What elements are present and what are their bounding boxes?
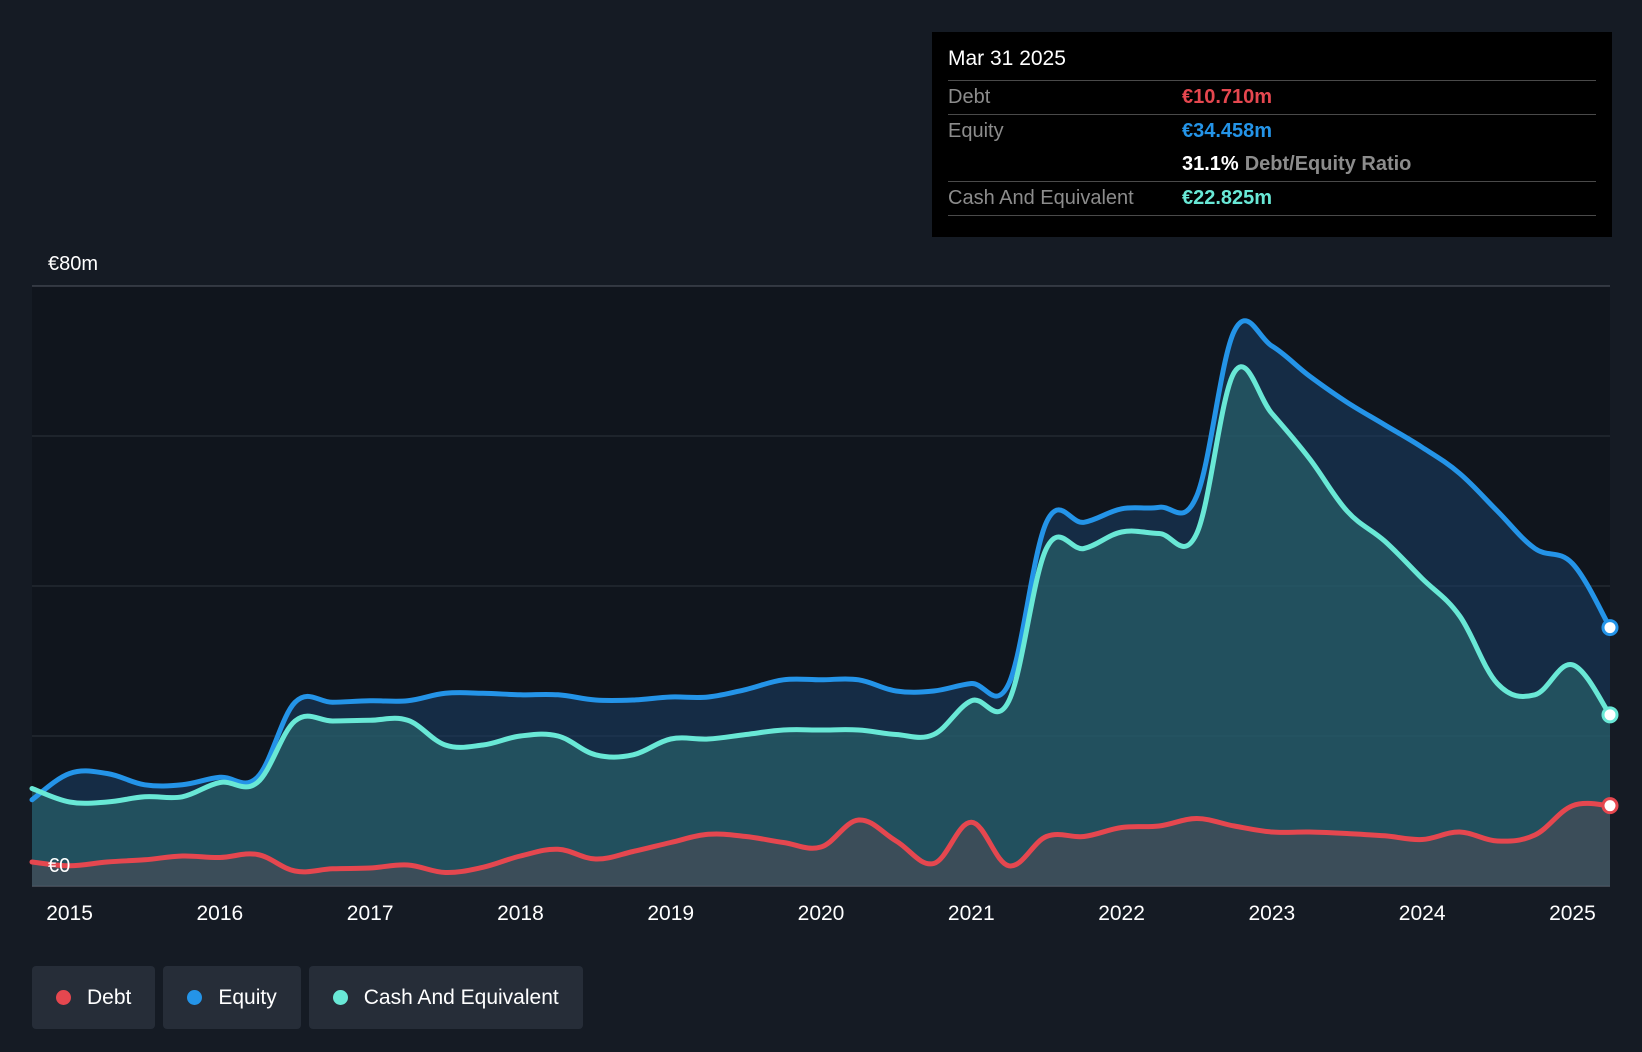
legend-label: Debt bbox=[87, 985, 132, 1009]
x-tick-2018: 2018 bbox=[497, 902, 544, 925]
x-tick-2024: 2024 bbox=[1399, 902, 1446, 925]
x-tick-2023: 2023 bbox=[1248, 902, 1295, 925]
x-tick-2016: 2016 bbox=[196, 902, 243, 925]
tooltip-row-debt: Debt €10.710m bbox=[948, 80, 1596, 114]
legend-label: Equity bbox=[218, 985, 277, 1009]
area-cash-and-equivalent bbox=[32, 366, 1610, 886]
y-tick-0: €0 bbox=[48, 855, 70, 877]
line-equity bbox=[29, 318, 1613, 803]
tooltip-equity-label: Equity bbox=[948, 120, 1004, 142]
x-tick-2020: 2020 bbox=[798, 902, 845, 925]
series-lines bbox=[29, 318, 1613, 876]
tooltip-date: Mar 31 2025 bbox=[948, 47, 1066, 70]
legend-dot-icon bbox=[187, 990, 203, 1005]
line-debt bbox=[29, 800, 1613, 876]
endpoint-debt bbox=[1601, 797, 1619, 815]
legend-dot-icon bbox=[332, 990, 348, 1005]
x-axis-tick-labels: 2015 2016 2017 2018 2019 2020 2021 2022 2023 2024… bbox=[46, 902, 1596, 925]
line-cash-and-equivalent bbox=[29, 364, 1613, 806]
x-tick-2022: 2022 bbox=[1098, 902, 1145, 925]
tooltip-equity-value: €34.458m bbox=[1182, 120, 1273, 142]
tooltip-ratio-value: 31.1% bbox=[1182, 153, 1239, 175]
legend-item-cash[interactable]: Cash And Equivalent bbox=[308, 966, 583, 1029]
series-endpoints bbox=[1601, 619, 1619, 815]
tooltip-debt-value: €10.710m bbox=[1182, 86, 1273, 108]
x-tick-2019: 2019 bbox=[647, 902, 694, 925]
x-tick-2017: 2017 bbox=[347, 902, 394, 925]
endpoint-equity bbox=[1601, 619, 1619, 637]
legend-label: Cash And Equivalent bbox=[363, 985, 559, 1009]
y-axis-tick-labels: €0 €80m bbox=[48, 253, 98, 877]
legend-item-equity[interactable]: Equity bbox=[163, 966, 301, 1029]
legend-item-debt[interactable]: Debt bbox=[32, 966, 156, 1029]
y-tick-max: €80m bbox=[48, 253, 98, 275]
tooltip-cash-label: Cash And Equivalent bbox=[948, 187, 1134, 209]
legend-dot-icon bbox=[56, 990, 71, 1005]
endpoint-cash-and-equivalent bbox=[1601, 706, 1619, 724]
tooltip-row-ratio: 31.1% Debt/Equity Ratio bbox=[948, 148, 1596, 181]
tooltip-ratio-label: Debt/Equity Ratio bbox=[1244, 153, 1412, 175]
tooltip-debt-label: Debt bbox=[948, 86, 991, 108]
x-tick-2015: 2015 bbox=[46, 902, 93, 925]
data-tooltip: Mar 31 2025 Debt €10.710m Equity €34.458… bbox=[932, 32, 1612, 237]
chart-legend: Debt Equity Cash And Equivalent bbox=[32, 966, 583, 1029]
area-debt bbox=[32, 803, 1610, 886]
tooltip-cash-value: €22.825m bbox=[1182, 187, 1273, 209]
x-tick-2021: 2021 bbox=[948, 902, 995, 925]
x-tick-2025: 2025 bbox=[1549, 902, 1596, 925]
tooltip-row-equity: Equity €34.458m bbox=[948, 114, 1596, 148]
tooltip-row-cash: Cash And Equivalent €22.825m bbox=[948, 181, 1596, 216]
